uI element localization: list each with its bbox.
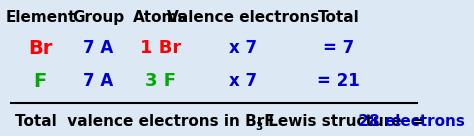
Text: 3: 3 (255, 122, 262, 132)
Text: 3 F: 3 F (145, 72, 176, 90)
Text: = 21: = 21 (317, 72, 360, 90)
Text: Atoms: Atoms (133, 10, 188, 25)
Text: Lewis structure  =: Lewis structure = (263, 114, 425, 129)
Text: Total  valence electrons in BrF: Total valence electrons in BrF (16, 114, 275, 129)
Text: = 7: = 7 (323, 39, 354, 57)
Text: x 7: x 7 (229, 72, 257, 90)
Text: Br: Br (28, 38, 53, 58)
Text: x 7: x 7 (229, 39, 257, 57)
Text: 28 electrons: 28 electrons (353, 114, 465, 129)
Text: Element: Element (5, 10, 75, 25)
Text: Valence electrons: Valence electrons (167, 10, 319, 25)
Text: F: F (34, 72, 47, 91)
Text: 1 Br: 1 Br (140, 39, 181, 57)
Text: 7 A: 7 A (83, 72, 113, 90)
Text: 7 A: 7 A (83, 39, 113, 57)
Text: Total: Total (318, 10, 359, 25)
Text: Group: Group (72, 10, 124, 25)
